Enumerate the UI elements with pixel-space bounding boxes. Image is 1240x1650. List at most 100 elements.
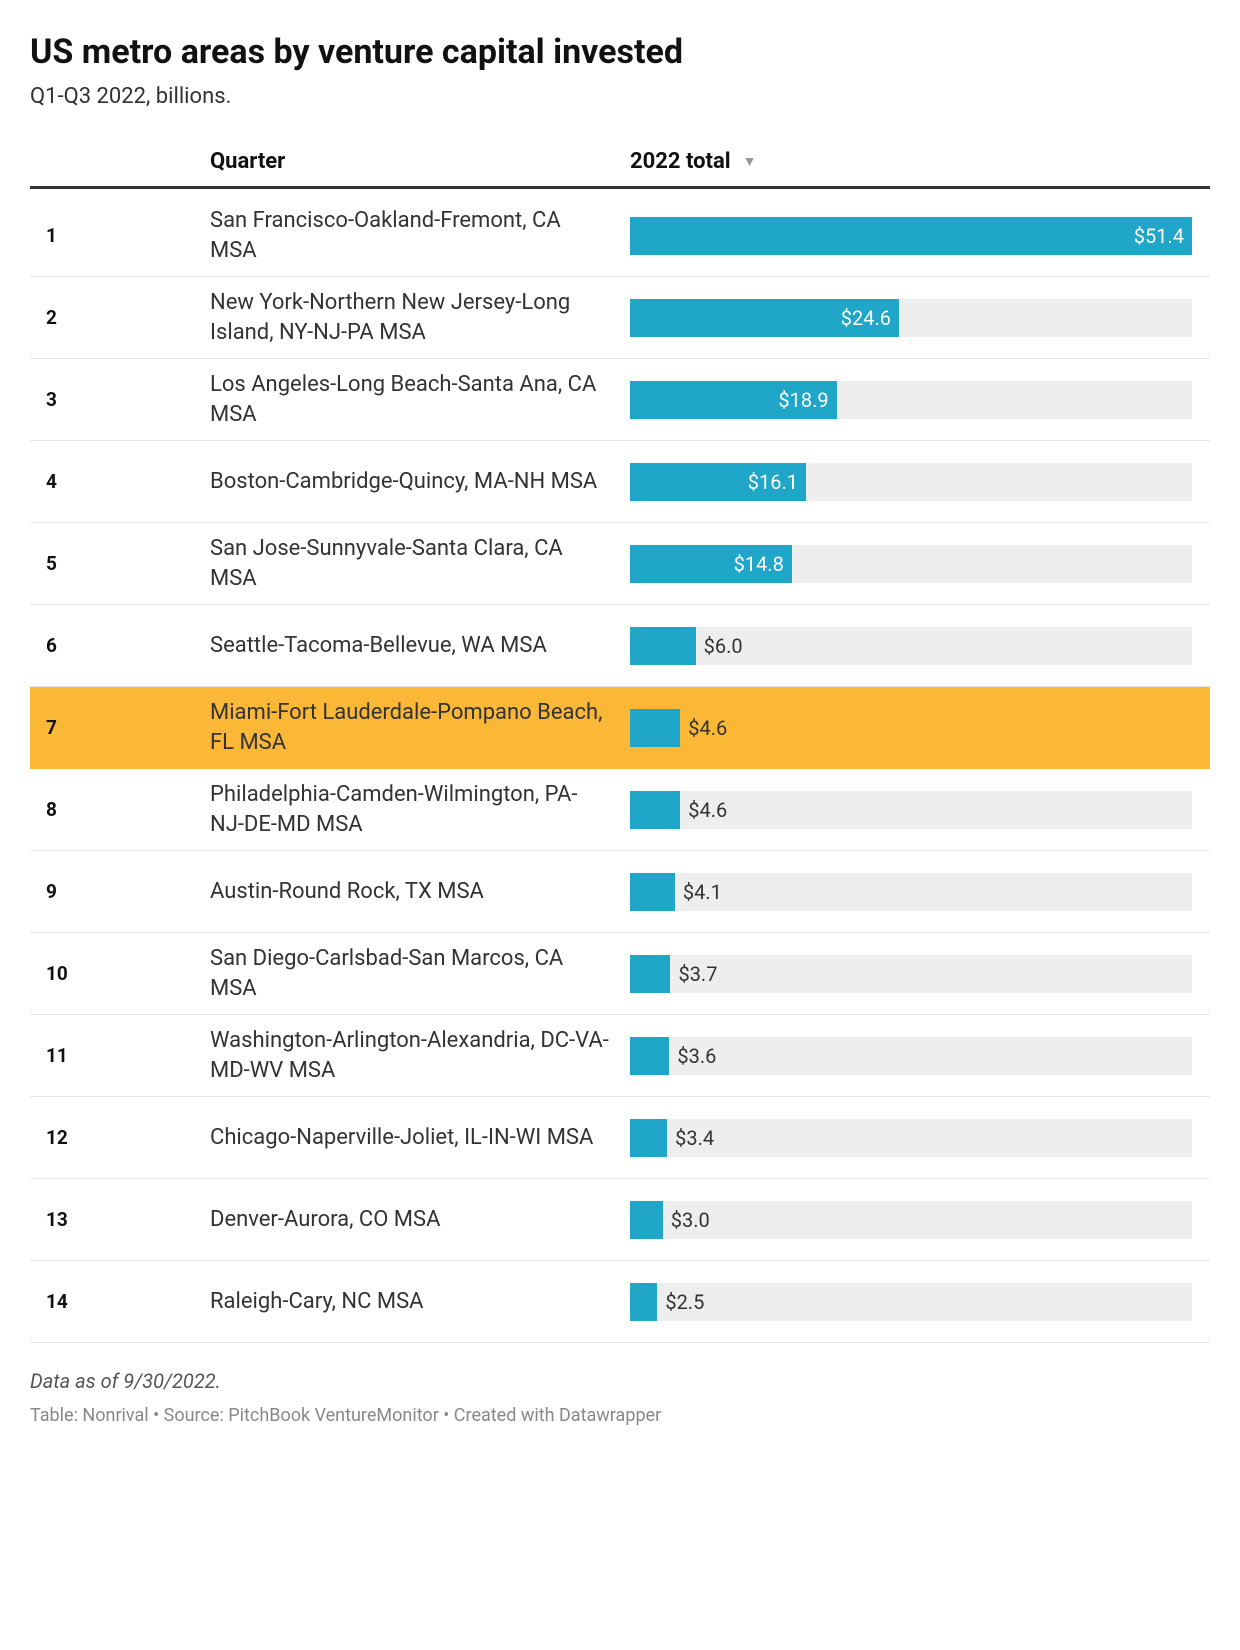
rank-cell: 2 — [30, 306, 210, 329]
chart-subtitle: Q1-Q3 2022, billions. — [30, 84, 1210, 109]
table-row: 6Seattle-Tacoma-Bellevue, WA MSA $6.0 — [30, 605, 1210, 687]
rank-cell: 12 — [30, 1126, 210, 1149]
bar-fill: $4.6 — [630, 709, 680, 747]
sort-desc-icon: ▼ — [743, 153, 757, 170]
rank-cell: 14 — [30, 1290, 210, 1313]
bar-fill: $4.6 — [630, 791, 680, 829]
bar-value-label: $4.1 — [683, 880, 722, 904]
bar-value-label: $24.6 — [841, 306, 891, 330]
bar-track: $2.5 — [630, 1283, 1192, 1321]
rank-cell: 4 — [30, 470, 210, 493]
table-row: 10San Diego-Carlsbad-San Marcos, CA MSA$… — [30, 933, 1210, 1015]
table-row: 8Philadelphia-Camden-Wilmington, PA-NJ-D… — [30, 769, 1210, 851]
metro-name: San Francisco-Oakland-Fremont, CA MSA — [210, 206, 630, 265]
bar-fill: $3.7 — [630, 955, 670, 993]
bar-cell: $6.0 — [630, 627, 1210, 665]
table-row: 3Los Angeles-Long Beach-Santa Ana, CA MS… — [30, 359, 1210, 441]
bar-track: $4.6 — [630, 791, 1192, 829]
table-row: 5San Jose-Sunnyvale-Santa Clara, CA MSA $… — [30, 523, 1210, 605]
table-row: 11Washington-Arlington-Alexandria, DC-VA… — [30, 1015, 1210, 1097]
bar-cell: $3.7 — [630, 955, 1210, 993]
column-header-quarter[interactable]: Quarter — [210, 149, 630, 174]
bar-cell: $51.4 — [630, 217, 1210, 255]
bar-value-label: $16.1 — [748, 470, 798, 494]
bar-track: $3.6 — [630, 1037, 1192, 1075]
table-row: 1San Francisco-Oakland-Fremont, CA MSA $5… — [30, 195, 1210, 277]
bar-cell: $4.1 — [630, 873, 1210, 911]
data-table: Quarter 2022 total ▼ 1San Francisco-Oakl… — [30, 149, 1210, 1343]
rank-cell: 6 — [30, 634, 210, 657]
metro-name: Los Angeles-Long Beach-Santa Ana, CA MSA — [210, 370, 630, 429]
rank-cell: 1 — [30, 224, 210, 247]
bar-fill: $14.8 — [630, 545, 792, 583]
bar-fill: $3.4 — [630, 1119, 667, 1157]
bar-track: $24.6 — [630, 299, 1192, 337]
bar-cell: $3.4 — [630, 1119, 1210, 1157]
bar-cell: $24.6 — [630, 299, 1210, 337]
rank-cell: 10 — [30, 962, 210, 985]
bar-value-label: $3.7 — [678, 962, 717, 986]
footer-note: Data as of 9/30/2022. — [30, 1369, 1210, 1393]
bar-value-label: $4.6 — [688, 716, 727, 740]
table-row: 4Boston-Cambridge-Quincy, MA-NH MSA $16.1 — [30, 441, 1210, 523]
bar-cell: $14.8 — [630, 545, 1210, 583]
bar-value-label: $6.0 — [704, 634, 743, 658]
table-row: 9Austin-Round Rock, TX MSA$4.1 — [30, 851, 1210, 933]
bar-track: $3.7 — [630, 955, 1192, 993]
bar-fill: $2.5 — [630, 1283, 657, 1321]
rank-cell: 9 — [30, 880, 210, 903]
bar-cell: $3.0 — [630, 1201, 1210, 1239]
bar-value-label: $2.5 — [665, 1290, 704, 1314]
bar-value-label: $3.6 — [677, 1044, 716, 1068]
bar-track: $6.0 — [630, 627, 1192, 665]
metro-name: Raleigh-Cary, NC MSA — [210, 1287, 630, 1317]
column-header-total-label: 2022 total — [630, 149, 731, 174]
bar-value-label: $3.4 — [675, 1126, 714, 1150]
metro-name: Denver-Aurora, CO MSA — [210, 1205, 630, 1235]
metro-name: Chicago-Naperville-Joliet, IL-IN-WI MSA — [210, 1123, 630, 1153]
bar-track: $3.0 — [630, 1201, 1192, 1239]
bar-fill: $4.1 — [630, 873, 675, 911]
metro-name: Philadelphia-Camden-Wilmington, PA-NJ-DE… — [210, 780, 630, 839]
bar-fill: $51.4 — [630, 217, 1192, 255]
metro-name: New York-Northern New Jersey-Long Island… — [210, 288, 630, 347]
bar-cell: $16.1 — [630, 463, 1210, 501]
rank-cell: 5 — [30, 552, 210, 575]
bar-cell: $4.6 — [630, 791, 1210, 829]
bar-track: $4.1 — [630, 873, 1192, 911]
table-row: 14Raleigh-Cary, NC MSA$2.5 — [30, 1261, 1210, 1343]
bar-value-label: $14.8 — [734, 552, 784, 576]
bar-fill: $3.6 — [630, 1037, 669, 1075]
bar-track: $18.9 — [630, 381, 1192, 419]
chart-title: US metro areas by venture capital invest… — [30, 30, 1210, 74]
bar-fill: $24.6 — [630, 299, 899, 337]
bar-value-label: $51.4 — [1134, 224, 1184, 248]
table-row: 7Miami-Fort Lauderdale-Pompano Beach, FL… — [30, 687, 1210, 769]
rank-cell: 3 — [30, 388, 210, 411]
rank-cell: 7 — [30, 716, 210, 739]
bar-track: $14.8 — [630, 545, 1192, 583]
bar-track: $3.4 — [630, 1119, 1192, 1157]
bar-cell: $2.5 — [630, 1283, 1210, 1321]
bar-value-label: $18.9 — [778, 388, 828, 412]
table-row: 12Chicago-Naperville-Joliet, IL-IN-WI MS… — [30, 1097, 1210, 1179]
column-header-total[interactable]: 2022 total ▼ — [630, 149, 1210, 174]
table-header-row: Quarter 2022 total ▼ — [30, 149, 1210, 189]
metro-name: Austin-Round Rock, TX MSA — [210, 877, 630, 907]
metro-name: Washington-Arlington-Alexandria, DC-VA-M… — [210, 1026, 630, 1085]
bar-value-label: $3.0 — [671, 1208, 710, 1232]
bar-cell: $18.9 — [630, 381, 1210, 419]
rank-cell: 8 — [30, 798, 210, 821]
metro-name: Boston-Cambridge-Quincy, MA-NH MSA — [210, 467, 630, 497]
metro-name: San Diego-Carlsbad-San Marcos, CA MSA — [210, 944, 630, 1003]
footer-credit: Table: Nonrival • Source: PitchBook Vent… — [30, 1405, 1210, 1426]
bar-fill: $18.9 — [630, 381, 837, 419]
bar-value-label: $4.6 — [688, 798, 727, 822]
bar-track: $16.1 — [630, 463, 1192, 501]
metro-name: Seattle-Tacoma-Bellevue, WA MSA — [210, 631, 630, 661]
table-row: 2New York-Northern New Jersey-Long Islan… — [30, 277, 1210, 359]
bar-track: $51.4 — [630, 217, 1192, 255]
metro-name: San Jose-Sunnyvale-Santa Clara, CA MSA — [210, 534, 630, 593]
bar-track: $4.6 — [630, 709, 1192, 747]
rank-cell: 11 — [30, 1044, 210, 1067]
